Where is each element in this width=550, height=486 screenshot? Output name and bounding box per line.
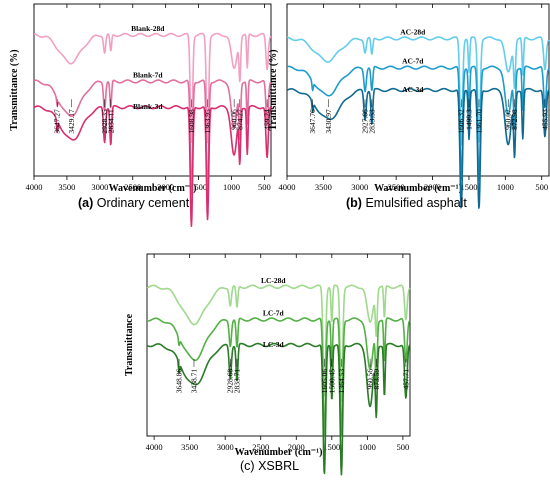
caption-a: (a) Ordinary cement: [78, 196, 189, 210]
peak-annotation: 459.24: [263, 109, 272, 130]
peak-annotation: 3429.17: [67, 109, 76, 134]
x-tick-label: 4000: [279, 182, 296, 192]
x-tick-label: 2000: [424, 182, 441, 192]
x-tick-label: 1000: [223, 182, 240, 192]
peak-annotation: 960.07: [504, 109, 513, 130]
peak-annotation: 3647.27: [53, 109, 62, 134]
x-tick-label: 3500: [58, 182, 75, 192]
peak-annotation: 2833.71: [232, 369, 241, 394]
series-label: AC-7d: [402, 57, 424, 66]
x-axis-label: Wavenumber (cm⁻¹): [235, 447, 323, 458]
series-line-blank-3d: [33, 105, 272, 227]
peak-annotation: 2834.11: [106, 109, 115, 133]
x-tick-label: 3000: [91, 182, 108, 192]
panel-c: 4000 3500 3000 2500 2000 1500 1000 500 Wavenumbe…: [124, 253, 411, 476]
series-line-lc-3d: [146, 342, 411, 476]
y-axis-label: Transmittance (%): [9, 49, 20, 130]
series-label: LC-7d: [263, 309, 285, 318]
x-tick-label: 4000: [26, 182, 43, 192]
x-tick-label: 1500: [460, 182, 477, 192]
caption-b-text: Emulsified asphalt: [365, 196, 467, 210]
series-line-lc-28d: [146, 284, 411, 402]
peak-annotation: 1361.70: [474, 109, 483, 134]
series-label: LC-28d: [261, 276, 286, 285]
y-axis-label: Transmittance: [124, 313, 135, 376]
series-line-ac-28d: [286, 36, 550, 146]
peak-annotation: 1606.32: [457, 109, 466, 134]
peak-annotation: 1364.53: [337, 369, 346, 394]
peak-annotation: 2833.53: [367, 109, 376, 134]
peak-annotation: 2927.66: [361, 109, 370, 134]
peak-annotation: 2928.35: [100, 109, 109, 134]
peak-annotation: 1500.45: [327, 369, 336, 394]
peak-annotation: 873.59: [372, 369, 381, 390]
peak-annotation: 455.93: [540, 109, 549, 130]
panel-a: 4000 3500 3000 2500 2000 1500 1000 500 Wavenumbe…: [9, 3, 272, 227]
peak-annotation: 3647.76: [308, 109, 317, 134]
x-tick-label: 1000: [359, 442, 376, 452]
caption-c-letter: (c): [240, 459, 255, 473]
peak-annotation: 3648.86: [175, 369, 184, 394]
x-tick-label: 3000: [351, 182, 368, 192]
series-line-blank-7d: [33, 79, 272, 196]
x-tick-label: 1500: [323, 442, 340, 452]
series-label: AC-28d: [400, 27, 426, 36]
x-tick-label: 1000: [497, 182, 514, 192]
series-line-ac-3d: [286, 87, 550, 209]
series-line-blank-28d: [33, 32, 272, 144]
caption-c: (c) XSBRL: [240, 459, 299, 473]
x-tick-label: 3000: [217, 442, 234, 452]
x-tick-label: 4000: [146, 442, 163, 452]
x-axis-label: Wavenumber (cm⁻¹): [374, 183, 462, 194]
peak-annotation: 3430.97: [324, 109, 333, 134]
series-label: LC-3d: [263, 340, 285, 349]
x-tick-label: 500: [535, 182, 548, 192]
y-axis-label: Transmittance (%): [268, 49, 279, 130]
peak-annotation: 1605.06: [320, 369, 329, 394]
peak-annotation: 1608.98: [187, 109, 196, 134]
series-label: Blank-3d: [133, 102, 163, 111]
x-tick-label: 500: [258, 182, 271, 192]
x-tick-label: 2500: [252, 442, 269, 452]
x-tick-label: 500: [397, 442, 410, 452]
caption-b: (b) Emulsified asphalt: [346, 196, 467, 210]
x-tick-label: 3500: [181, 442, 198, 452]
caption-a-text: Ordinary cement: [96, 196, 190, 210]
x-tick-label: 1500: [190, 182, 207, 192]
peak-annotation: 1499.3: [465, 109, 474, 130]
caption-a-letter: (a): [78, 196, 94, 210]
caption-c-text: XSBRL: [258, 459, 300, 473]
series-label: Blank-7d: [133, 70, 163, 79]
x-axis-label: Wavenumber (cm⁻¹): [109, 183, 197, 194]
series-line-lc-7d: [146, 317, 411, 437]
peak-annotation: 1363.95: [203, 109, 212, 134]
x-tick-label: 2500: [124, 182, 141, 192]
peak-annotation: 960.06: [230, 109, 239, 130]
x-tick-label: 2000: [157, 182, 174, 192]
caption-b-letter: (b): [346, 196, 362, 210]
x-tick-label: 2500: [388, 182, 405, 192]
series-line-ac-7d: [286, 65, 550, 181]
panel-b: 4000 3500 3000 2500 2000 1500 1000 500 Wavenumbe…: [268, 3, 550, 209]
plot-frame: [33, 3, 272, 177]
peak-annotation: 960.56: [366, 369, 375, 390]
peak-annotation: 872.98: [510, 109, 519, 130]
peak-annotation: 457.71: [401, 369, 410, 390]
series-label: AC-3d: [402, 85, 424, 94]
peak-annotation: 874.27: [235, 109, 244, 130]
x-tick-label: 2000: [288, 442, 305, 452]
peak-annotation: 3438.71: [189, 369, 198, 394]
x-tick-label: 3500: [315, 182, 332, 192]
series-label: Blank-28d: [131, 24, 165, 33]
peak-annotation: 2928.68: [226, 369, 235, 394]
